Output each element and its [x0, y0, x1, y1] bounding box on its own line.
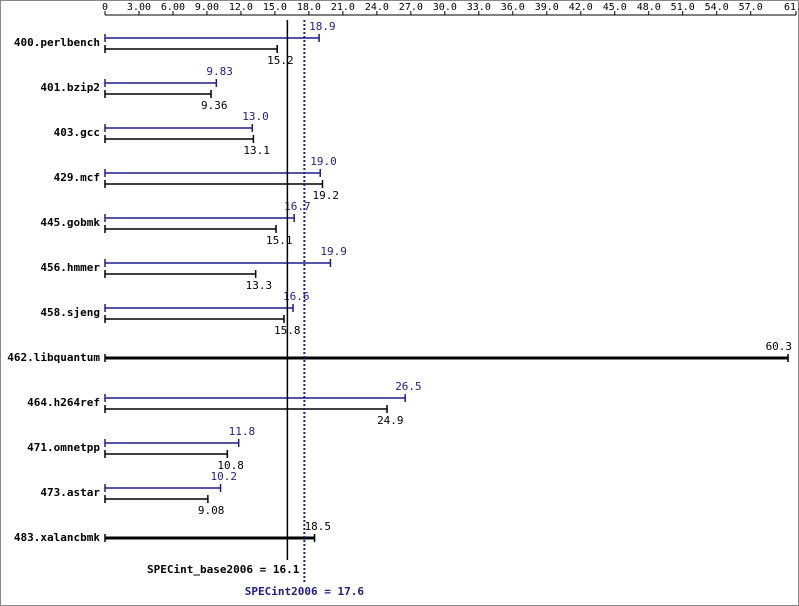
- value-label: 10.8: [217, 459, 244, 472]
- x-tick-label: 54.0: [705, 2, 729, 13]
- value-label: 15.1: [266, 234, 293, 247]
- x-tick-label: 18.0: [297, 2, 321, 13]
- x-tick-label: 48.0: [637, 2, 661, 13]
- value-label: 19.2: [312, 189, 339, 202]
- category-label: 483.xalancbmk: [14, 531, 100, 544]
- category-label: 403.gcc: [54, 126, 100, 139]
- value-label: 11.8: [229, 425, 256, 438]
- x-tick-label: 21.0: [331, 2, 355, 13]
- x-tick-label: 30.0: [433, 2, 457, 13]
- value-label: 16.7: [284, 200, 311, 213]
- category-label: 445.gobmk: [40, 216, 100, 229]
- x-tick-label: 27.0: [399, 2, 423, 13]
- value-label: 9.08: [198, 504, 225, 517]
- value-label: 60.3: [766, 340, 793, 353]
- x-tick-label: 6.00: [161, 2, 185, 13]
- value-label: 26.5: [395, 380, 422, 393]
- reference-label: SPECint_base2006 = 16.1: [147, 563, 300, 576]
- value-label: 18.5: [305, 520, 332, 533]
- x-tick-label: 15.0: [263, 2, 287, 13]
- value-label: 13.1: [243, 144, 270, 157]
- value-label: 9.36: [201, 99, 228, 112]
- value-label: 24.9: [377, 414, 404, 427]
- x-tick-label: 61.0: [784, 2, 799, 13]
- reference-label: SPECint2006 = 17.6: [245, 585, 365, 598]
- value-label: 15.2: [267, 54, 294, 67]
- value-label: 10.2: [211, 470, 238, 483]
- x-tick-label: 42.0: [569, 2, 593, 13]
- x-tick-label: 51.0: [671, 2, 695, 13]
- value-label: 19.9: [320, 245, 347, 258]
- value-label: 19.0: [310, 155, 337, 168]
- x-tick-label: 39.0: [535, 2, 559, 13]
- x-tick-label: 0: [102, 2, 108, 13]
- value-label: 16.6: [283, 290, 310, 303]
- category-label: 401.bzip2: [40, 81, 100, 94]
- category-label: 429.mcf: [54, 171, 100, 184]
- x-tick-label: 12.0: [229, 2, 253, 13]
- category-label: 400.perlbench: [14, 36, 100, 49]
- value-label: 9.83: [206, 65, 233, 78]
- x-tick-label: 45.0: [603, 2, 627, 13]
- category-label: 473.astar: [40, 486, 100, 499]
- value-label: 13.0: [242, 110, 269, 123]
- x-tick-label: 24.0: [365, 2, 389, 13]
- category-label: 471.omnetpp: [27, 441, 100, 454]
- category-label: 462.libquantum: [7, 351, 100, 364]
- x-tick-label: 57.0: [739, 2, 763, 13]
- x-tick-label: 3.00: [127, 2, 151, 13]
- x-tick-label: 33.0: [467, 2, 491, 13]
- x-tick-label: 9.00: [195, 2, 219, 13]
- value-label: 18.9: [309, 20, 336, 33]
- category-label: 464.h264ref: [27, 396, 100, 409]
- category-label: 458.sjeng: [40, 306, 100, 319]
- x-tick-label: 36.0: [501, 2, 525, 13]
- value-label: 13.3: [246, 279, 272, 292]
- category-label: 456.hmmer: [40, 261, 100, 274]
